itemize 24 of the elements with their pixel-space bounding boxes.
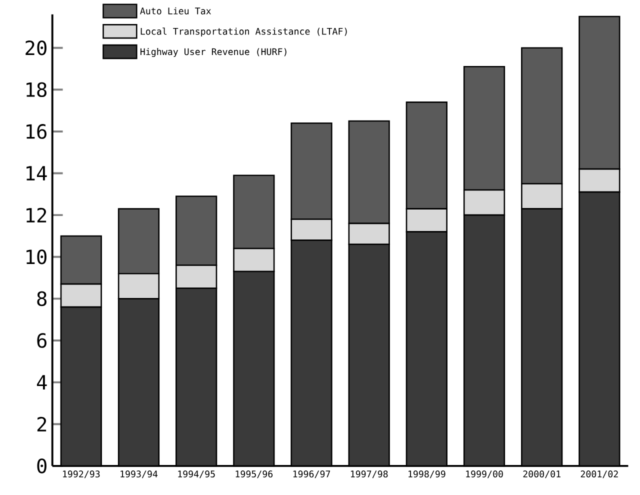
y-tick-label: 14 xyxy=(26,166,47,181)
y-tick-label: 10 xyxy=(26,250,46,264)
x-tick-label: 1998/99 xyxy=(408,470,446,478)
x-tick-label: 1997/98 xyxy=(350,470,388,478)
x-tick-label: 1995/96 xyxy=(236,470,273,478)
x-tick-label: 1994/95 xyxy=(178,470,215,478)
y-tick-label: 4 xyxy=(36,375,47,390)
y-tick-label: 8 xyxy=(37,291,46,306)
legend-label: Auto Lieu Tax xyxy=(140,7,211,15)
x-tick-label: 2001/02 xyxy=(580,470,618,478)
y-tick-label: 0 xyxy=(37,458,46,474)
x-tick-label: 1992/93 xyxy=(63,470,100,478)
x-tick-label: 1996/97 xyxy=(293,470,330,478)
y-tick-label: 2 xyxy=(37,416,46,432)
y-tick-label: 20 xyxy=(26,40,46,56)
legend-label: Highway User Revenue (HURF) xyxy=(140,48,286,58)
y-tick-label: 12 xyxy=(26,208,46,222)
x-tick-label: 1999/00 xyxy=(466,470,503,478)
x-tick-label: 2000/01 xyxy=(523,470,560,478)
x-tick-label: 1993/94 xyxy=(120,470,158,478)
y-tick-label: 18 xyxy=(26,82,46,98)
y-tick-label: 16 xyxy=(26,124,46,140)
y-tick-label: 6 xyxy=(37,333,46,348)
legend-label: Local Transportation Assistance (LTAF) xyxy=(140,28,347,37)
